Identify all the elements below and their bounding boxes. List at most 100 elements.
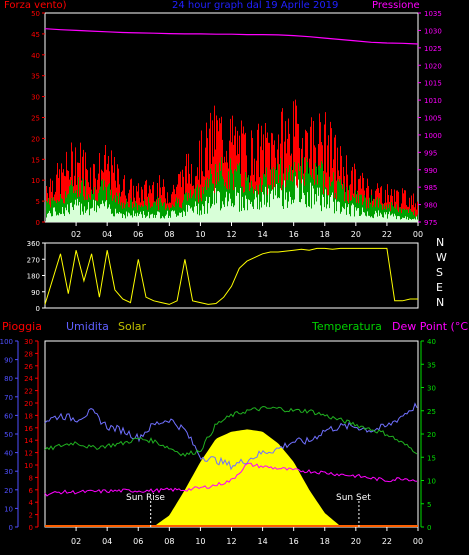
meteo-x-tick-label: 10 [195,537,205,546]
temp-y-tick-label: 5 [427,501,431,509]
pressure-y-tick-label: 1005 [424,115,442,123]
meteo-x-tick-label: 04 [102,537,112,546]
pressure-y-tick-label: 1035 [424,10,442,18]
meteo-x-tick-label: 12 [226,537,236,546]
rain-y-tick-label: 16 [24,425,33,433]
center-title: 24 hour graph dal 19 Aprile 2019 [172,0,339,11]
rain-y-tick-label: 20 [24,400,33,408]
dewpoint-title: Dew Point (°C) [392,320,469,333]
rain-y-tick-label: 22 [24,388,33,396]
wind-y-tick-label: 35 [31,73,40,81]
humidity-y-tick-label: 80 [4,375,13,383]
compass-n-top: N [436,236,445,249]
meteo-x-tick-label: 00 [413,537,423,546]
wind-x-tick-label: 16 [289,230,299,239]
compass-s: S [436,266,443,279]
direction-line [44,247,418,305]
rain-y-tick-label: 6 [29,487,34,495]
direction-y-tick-label: 360 [27,240,40,248]
pressure-title: Pressione [372,0,420,11]
humidity-y-tick-label: 30 [4,468,13,476]
meteo-x-tick-label: 06 [133,537,143,546]
pressure-y-tick-label: 1020 [424,62,442,70]
rain-y-tick-label: 4 [29,499,34,507]
temperature-title: Temperatura [312,320,382,333]
humidity-title: Umidita [66,320,109,333]
humidity-y-tick-label: 40 [4,450,13,458]
rain-y-tick-label: 14 [24,437,33,445]
pressure-y-tick-label: 995 [424,149,437,157]
wind-x-tick-label: 02 [71,230,81,239]
sunrise-label: Sun Rise [126,493,165,503]
compass-e: E [436,281,443,294]
humidity-y-tick-label: 60 [4,412,13,420]
wind-y-tick-label: 30 [31,94,40,102]
humidity-y-tick-label: 0 [9,524,13,532]
humidity-y-tick-label: 10 [4,505,13,513]
rain-y-tick-label: 0 [29,524,33,532]
wind-x-tick-label: 00 [413,230,423,239]
rain-title: Pioggia [2,320,42,333]
meteo-x-tick-label: 08 [164,537,174,546]
wind-y-tick-label: 25 [31,115,40,123]
rain-y-tick-label: 8 [29,474,33,482]
pressure-line [44,28,419,45]
pressure-y-tick-label: 975 [424,219,437,227]
humidity-y-tick-label: 20 [4,487,13,495]
wind-x-tick-label: 08 [164,230,174,239]
solar-area [45,429,418,527]
temp-y-tick-label: 35 [427,361,436,369]
wind-y-tick-label: 0 [36,219,40,227]
wind-y-tick-label: 15 [31,156,40,164]
wind-title: Forza vento) [4,0,67,11]
wind-y-tick-label: 40 [31,52,40,60]
meteo-x-tick-label: 18 [320,537,330,546]
compass-n-bottom: N [436,296,445,309]
wind-x-tick-label: 20 [351,230,361,239]
wind-y-tick-label: 5 [36,198,40,206]
direction-plot-frame [44,242,419,309]
rain-y-tick-label: 18 [24,412,33,420]
wind-x-tick-label: 06 [133,230,143,239]
temp-y-tick-label: 20 [427,431,436,439]
wind-x-tick-label: 18 [320,230,330,239]
wind-x-tick-label: 04 [102,230,112,239]
wind-x-tick-label: 22 [382,230,392,239]
rain-y-tick-label: 28 [24,350,33,358]
humidity-y-tick-label: 100 [0,338,13,346]
temp-y-tick-label: 15 [427,454,436,462]
pressure-y-tick-label: 1015 [424,80,442,88]
temp-y-tick-label: 10 [427,478,436,486]
direction-y-tick-label: 180 [27,273,40,281]
temp-y-tick-label: 0 [427,524,431,532]
pressure-y-tick-label: 1010 [424,97,442,105]
temp-y-tick-label: 30 [427,385,436,393]
rain-y-tick-label: 12 [24,450,33,458]
temp-y-tick-label: 25 [427,408,436,416]
wind-y-tick-label: 20 [31,135,40,143]
humidity-y-tick-label: 90 [4,357,13,365]
meteo-x-tick-label: 14 [257,537,267,546]
pressure-y-tick-label: 990 [424,167,437,175]
compass-w: W [436,251,447,264]
humidity-y-tick-label: 70 [4,394,13,402]
meteo-x-tick-label: 16 [289,537,299,546]
meteo-x-tick-label: 20 [351,537,361,546]
temperature-line [44,405,418,457]
rain-y-tick-label: 30 [24,338,33,346]
meteo-x-tick-label: 02 [71,537,81,546]
pressure-y-tick-label: 1030 [424,27,442,35]
humidity-y-tick-label: 50 [4,431,13,439]
wind-y-tick-label: 45 [31,31,40,39]
humidity-line [44,402,418,471]
rain-y-tick-label: 26 [24,363,33,371]
rain-y-tick-label: 10 [24,462,33,470]
pressure-y-tick-label: 1000 [424,132,442,140]
pressure-y-tick-label: 980 [424,202,437,210]
direction-y-tick-label: 0 [36,305,40,313]
dewpoint-line [44,462,418,497]
pressure-y-tick-label: 985 [424,184,437,192]
meteo-x-tick-label: 22 [382,537,392,546]
pressure-y-tick-label: 1025 [424,45,442,53]
